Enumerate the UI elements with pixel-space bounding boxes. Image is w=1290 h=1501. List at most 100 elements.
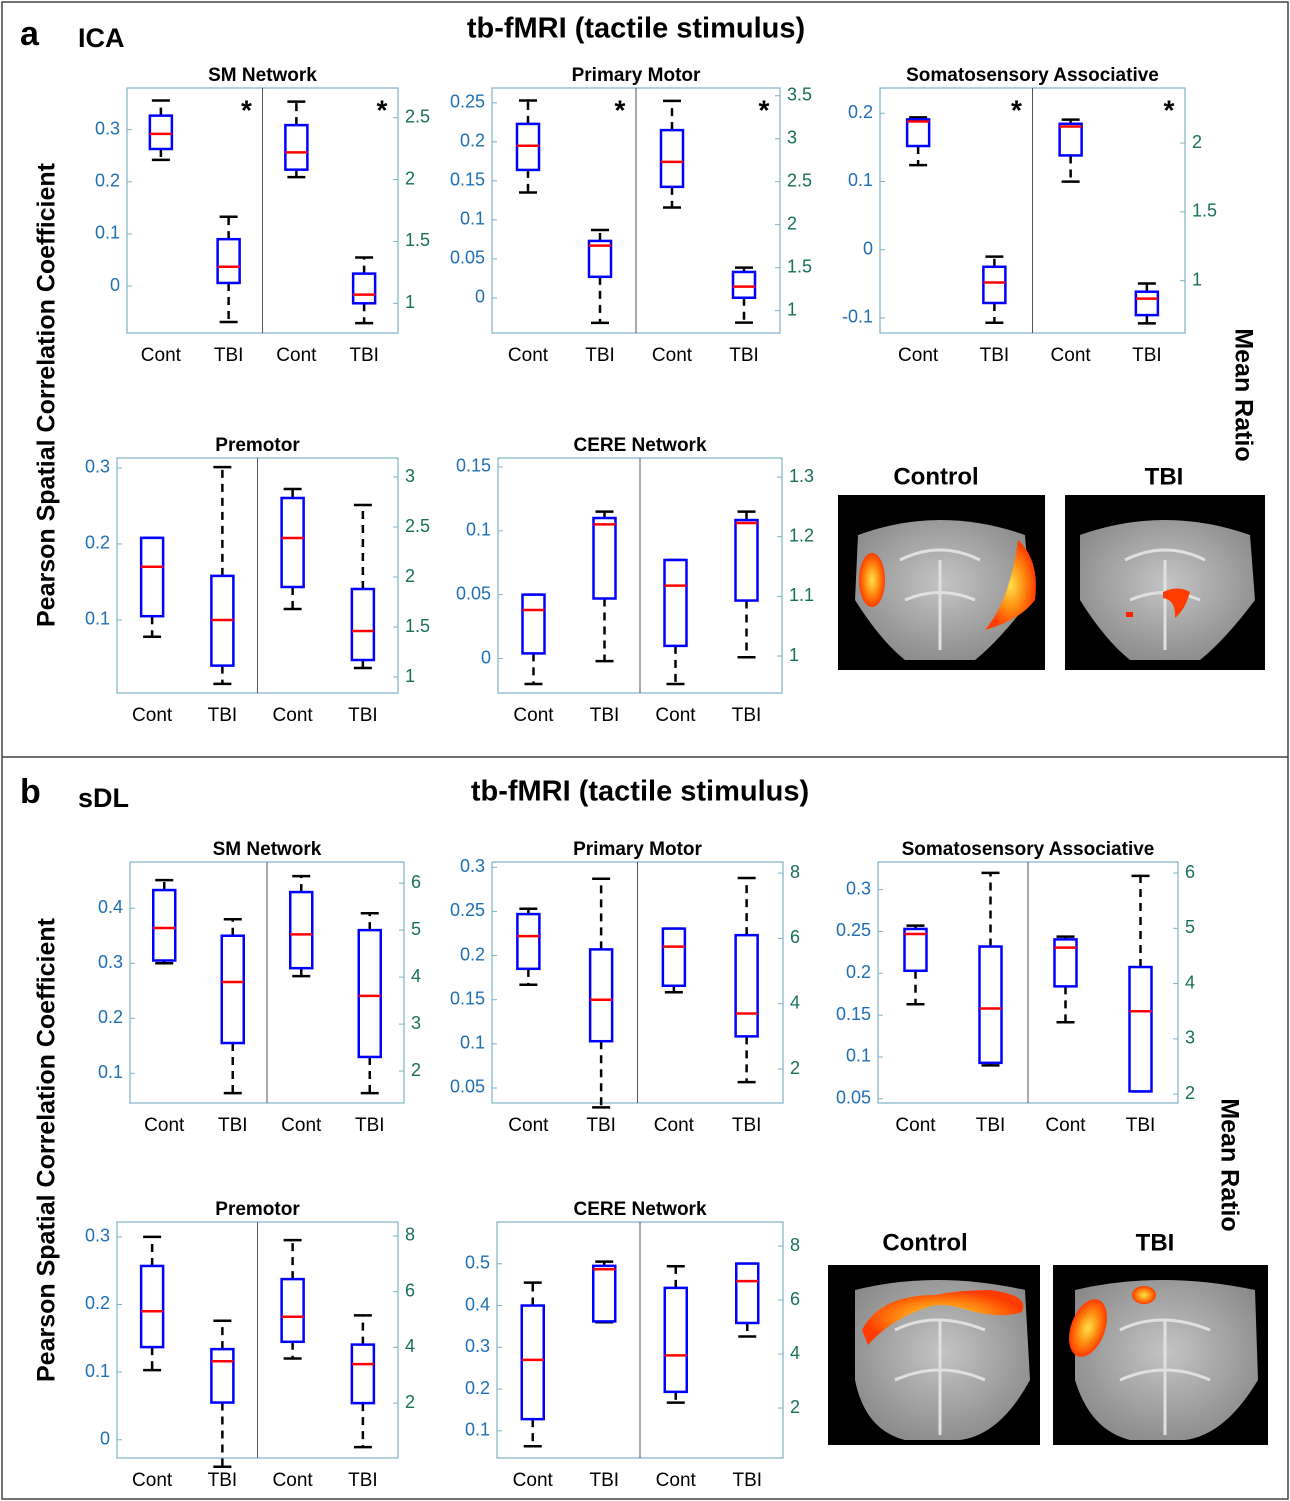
y-tick-label: 0.2 [465, 1378, 490, 1398]
y-tick-label: 0.5 [465, 1253, 490, 1273]
box [665, 1288, 687, 1392]
box [1136, 292, 1158, 315]
x-tick-label: Cont [656, 1470, 697, 1491]
y2-tick-label: 1 [789, 645, 799, 665]
x-tick-label: Cont [273, 1470, 314, 1491]
y-tick-label: 0.2 [95, 171, 120, 191]
chart-title: SM Network [208, 65, 317, 86]
annotation: * [615, 94, 626, 125]
brain-image [828, 1265, 1040, 1445]
y2-tick-label: 4 [405, 1336, 415, 1356]
box [153, 890, 175, 960]
y2-tick-label: 2 [787, 213, 797, 233]
box [736, 935, 758, 1036]
brain-image [1053, 1265, 1268, 1445]
box [517, 914, 539, 969]
y2-axis-label: Mean Ratio [1229, 328, 1257, 461]
x-tick-label: Cont [898, 345, 939, 366]
y-tick-label: 0.3 [460, 856, 485, 876]
x-tick-label: Cont [508, 345, 549, 366]
x-tick-label: Cont [276, 345, 317, 366]
x-tick-label: Cont [508, 1115, 549, 1136]
figure: a ICA tb-fMRI (tactile stimulus) Pearson… [0, 0, 1290, 1501]
annotation: * [1011, 94, 1022, 125]
y-tick-label: 0.2 [98, 1007, 123, 1027]
y-tick-label: 0.1 [95, 223, 120, 243]
x-tick-label: TBI [729, 345, 759, 366]
y-tick-label: 0.2 [460, 131, 485, 151]
box [222, 936, 244, 1043]
y2-tick-label: 1 [405, 292, 415, 312]
y2-tick-label: 2.5 [405, 106, 430, 126]
y2-tick-label: 2 [790, 1058, 800, 1078]
box [141, 1266, 163, 1347]
box [905, 929, 927, 971]
x-tick-label: TBI [348, 1470, 378, 1491]
brain-image [1065, 495, 1265, 670]
y-tick-label: 0.1 [98, 1062, 123, 1082]
x-tick-label: TBI [586, 1115, 616, 1136]
y-tick-label: 0.05 [836, 1088, 871, 1108]
x-tick-label: Cont [281, 1115, 322, 1136]
image-label: Control [893, 463, 978, 490]
y-tick-label: 0.1 [85, 609, 110, 629]
y2-tick-label: 2 [1185, 1083, 1195, 1103]
x-tick-label: TBI [589, 1470, 619, 1491]
y-tick-label: 0.1 [460, 1033, 485, 1053]
y-tick-label: 0.2 [85, 1293, 110, 1313]
y-tick-label: 0.15 [450, 170, 485, 190]
box [593, 1266, 615, 1322]
image-label: TBI [1145, 463, 1184, 490]
y-tick-label: 0 [863, 238, 873, 258]
box [141, 538, 163, 616]
y-tick-label: 0.1 [465, 1420, 490, 1440]
x-tick-label: TBI [1126, 1115, 1156, 1136]
y2-tick-label: 6 [790, 927, 800, 947]
y2-tick-label: 3.5 [787, 84, 812, 104]
x-tick-label: TBI [976, 1115, 1006, 1136]
x-tick-label: Cont [895, 1115, 936, 1136]
y2-tick-label: 5 [1185, 917, 1195, 937]
y-tick-label: 0.1 [460, 209, 485, 229]
y-tick-label: 0.2 [460, 944, 485, 964]
y-tick-label: 0.3 [465, 1336, 490, 1356]
x-tick-label: TBI [1132, 345, 1162, 366]
y-tick-label: 0.1 [846, 1046, 871, 1066]
y-axis-label: Pearson Spatial Correlation Coefficient [33, 162, 61, 627]
x-tick-label: TBI [349, 345, 379, 366]
y2-tick-label: 2.5 [405, 516, 430, 536]
x-tick-label: Cont [654, 1115, 695, 1136]
y-tick-label: 0.05 [450, 248, 485, 268]
box [661, 130, 683, 187]
x-tick-label: TBI [348, 705, 378, 726]
y2-tick-label: 1.1 [789, 585, 814, 605]
y2-tick-label: 1.2 [789, 525, 814, 545]
x-tick-label: TBI [732, 1115, 762, 1136]
y2-tick-label: 2 [411, 1060, 421, 1080]
chart-title: CERE Network [573, 435, 706, 456]
y2-tick-label: 1.5 [1192, 201, 1217, 221]
y-tick-label: 0.05 [450, 1077, 485, 1097]
box [663, 929, 685, 986]
y-tick-label: 0 [475, 287, 485, 307]
y-tick-label: 0.15 [456, 456, 491, 476]
y2-tick-label: 1.5 [787, 256, 812, 276]
chart-title: Somatosensory Associative [902, 839, 1155, 860]
y-tick-label: 0.3 [95, 118, 120, 138]
x-tick-label: TBI [355, 1115, 385, 1136]
y2-tick-label: 4 [790, 992, 800, 1012]
box [1060, 124, 1082, 156]
box [983, 267, 1005, 303]
annotation: * [759, 94, 770, 125]
y2-tick-label: 6 [790, 1289, 800, 1309]
y-tick-label: 0 [100, 1428, 110, 1448]
y2-axis-label: Mean Ratio [1215, 1098, 1243, 1231]
y-tick-label: 0.4 [98, 897, 123, 917]
box [352, 589, 374, 660]
y-tick-label: 0.3 [85, 457, 110, 477]
y2-tick-label: 1.3 [789, 466, 814, 486]
x-tick-label: TBI [208, 705, 238, 726]
y-axis-label: Pearson Spatial Correlation Coefficient [33, 917, 61, 1382]
x-tick-label: Cont [144, 1115, 185, 1136]
x-tick-label: Cont [132, 705, 173, 726]
